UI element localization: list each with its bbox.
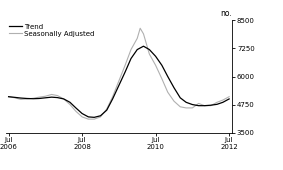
Text: no.: no. bbox=[220, 9, 232, 18]
Legend: Trend, Seasonally Adjusted: Trend, Seasonally Adjusted bbox=[9, 24, 94, 37]
